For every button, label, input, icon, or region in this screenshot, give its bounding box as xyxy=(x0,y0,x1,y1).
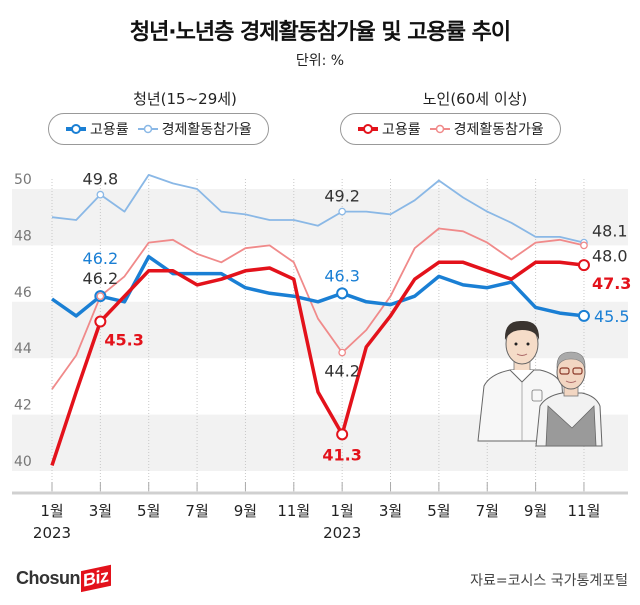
x-year-label: 2023 xyxy=(33,524,71,542)
data-point-marker xyxy=(338,348,347,357)
legend-senior-participation: 경제활동참가율 xyxy=(429,119,544,139)
series-line-senior-employment xyxy=(50,260,585,466)
x-tick-label: 9월 xyxy=(234,502,257,520)
legend-line-marker-icon xyxy=(137,124,158,134)
data-label: 44.2 xyxy=(324,362,360,381)
data-point-marker xyxy=(94,315,107,328)
x-tick-label: 11월 xyxy=(568,502,601,520)
senior-man-illustration xyxy=(535,351,603,447)
data-point-marker xyxy=(338,207,347,216)
y-tick-label: 46 xyxy=(14,285,32,301)
data-label: 48.1 xyxy=(592,222,628,241)
data-point-marker xyxy=(336,428,349,441)
line-chart: 40 42 44 46 48 50 49.8 46.246.2 45.3 49.2 46.3 xyxy=(12,170,631,542)
chosunbiz-logo: Chosun Biz xyxy=(16,564,111,593)
x-tick-label: 5월 xyxy=(427,502,450,520)
data-label: 46.2 xyxy=(83,269,119,288)
chart-title: 청년·노년층 경제활동참가율 및 고용률 추이 xyxy=(129,20,511,45)
x-tick-label: 1월 xyxy=(330,502,353,520)
x-tick-label: 9월 xyxy=(524,502,547,520)
series-line-youth-employment xyxy=(50,254,585,318)
logo-text-biz: Biz xyxy=(81,564,111,593)
x-tick-label: 5월 xyxy=(137,502,160,520)
y-tick-label: 44 xyxy=(14,341,32,357)
x-tick-label: 11월 xyxy=(277,502,310,520)
legend-line-marker-icon xyxy=(358,124,378,134)
youth-legend: 고용률 경제활동참가율 xyxy=(48,113,269,145)
y-tick-label: 42 xyxy=(14,398,32,414)
legend-line-marker-icon xyxy=(66,124,86,134)
y-tick-label: 48 xyxy=(14,228,32,244)
data-point-marker xyxy=(580,241,588,250)
x-tick-label: 1월 xyxy=(40,502,63,520)
legend-youth-participation: 경제활동참가율 xyxy=(137,119,252,139)
data-point-marker xyxy=(577,309,590,322)
unit-label: 단위: % xyxy=(295,53,345,69)
data-label: 49.8 xyxy=(83,170,119,189)
data-label: 48.0 xyxy=(592,246,628,265)
data-label: 46.3 xyxy=(324,266,360,285)
data-label: 45.3 xyxy=(104,331,143,350)
data-point-marker xyxy=(577,259,590,272)
legend-youth-employment: 고용률 xyxy=(65,119,129,139)
data-label: 49.2 xyxy=(324,187,360,206)
legend-senior-employment: 고용률 xyxy=(357,119,421,139)
x-tick-label: 7월 xyxy=(185,502,208,520)
data-point-marker xyxy=(96,190,105,199)
legend-label: 고용률 xyxy=(90,122,129,138)
legend-label: 경제활동참가율 xyxy=(161,122,252,138)
data-point-marker xyxy=(336,287,349,300)
data-point-marker xyxy=(96,292,105,301)
source-note: 자료=코시스 국가통계포털 xyxy=(470,573,628,589)
x-year-label: 2023 xyxy=(323,524,361,542)
series-line-senior-participation xyxy=(51,227,585,390)
youth-and-senior-illustration xyxy=(477,320,603,447)
series-line-youth-participation xyxy=(51,173,585,244)
grid-band xyxy=(12,189,628,246)
senior-legend: 고용률 경제활동참가율 xyxy=(340,113,561,145)
data-label: 45.5 xyxy=(594,307,630,326)
x-tick-label: 3월 xyxy=(89,502,112,520)
legend-line-marker-icon xyxy=(429,124,450,134)
youth-group-title: 청년(15~29세) xyxy=(133,90,237,108)
x-tick-label: 3월 xyxy=(379,502,402,520)
x-tick-label: 7월 xyxy=(476,502,499,520)
legend-label: 경제활동참가율 xyxy=(453,122,544,138)
senior-group-title: 노인(60세 이상) xyxy=(422,90,528,108)
y-tick-label: 50 xyxy=(14,172,32,188)
y-tick-label: 40 xyxy=(14,454,32,470)
logo-text-chosun: Chosun xyxy=(16,568,81,588)
legend-label: 고용률 xyxy=(382,122,421,138)
data-label: 41.3 xyxy=(322,445,361,464)
data-label: 46.2 xyxy=(83,249,119,268)
data-label: 47.3 xyxy=(592,274,631,293)
young-man-illustration xyxy=(477,320,567,442)
